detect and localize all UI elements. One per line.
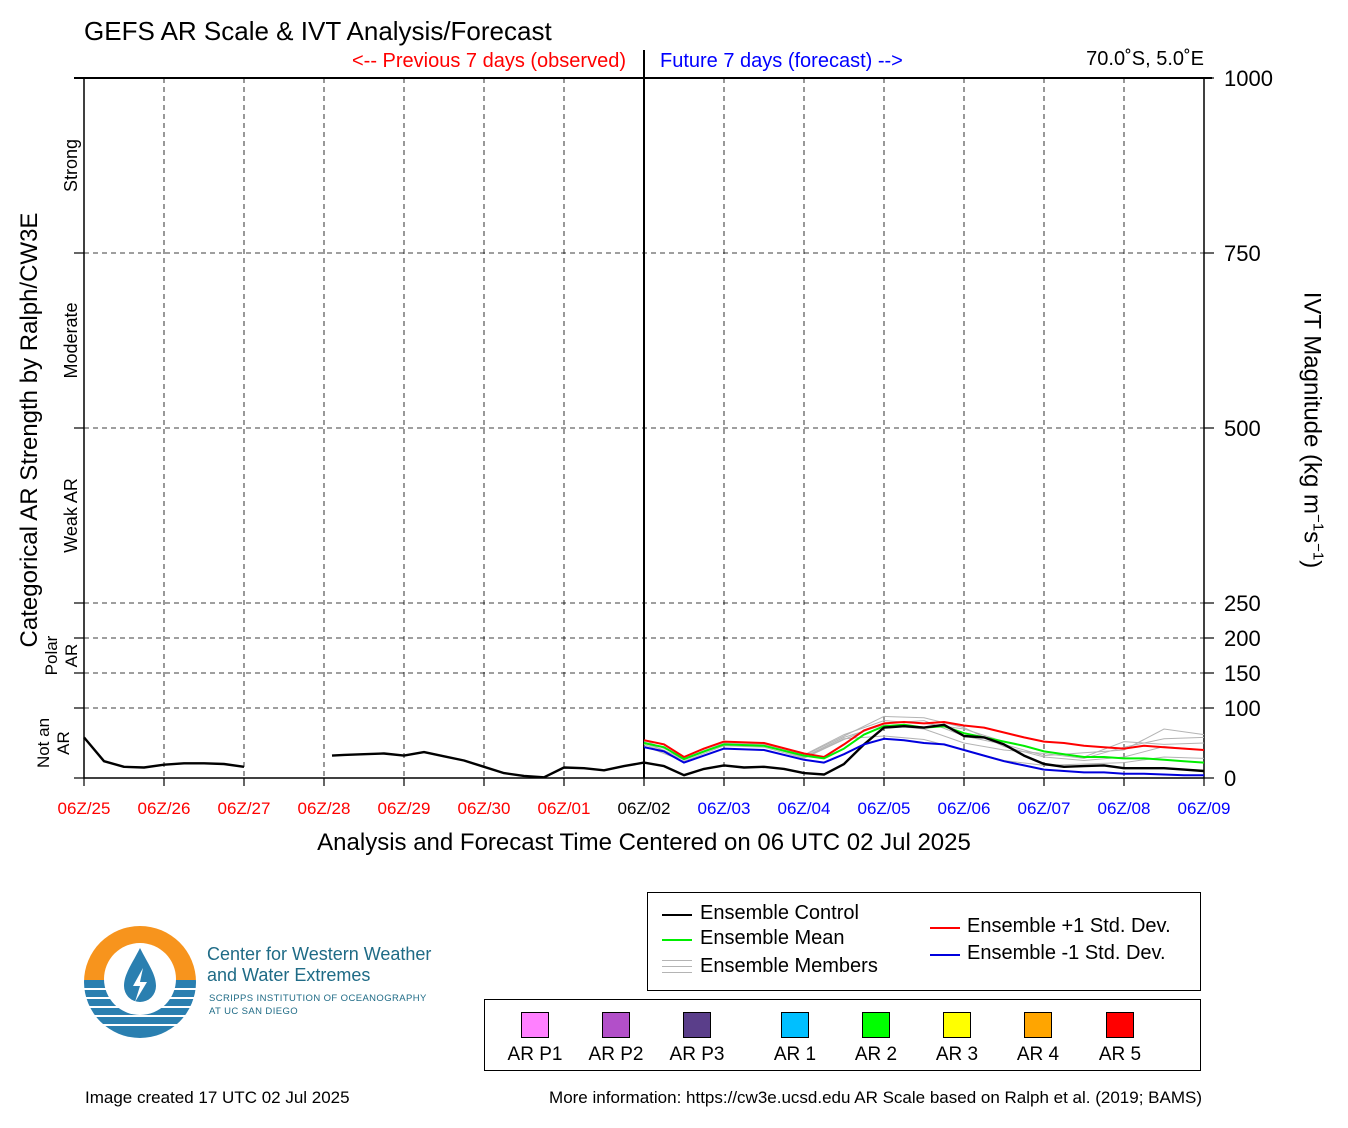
legend-members-swatch-1: [662, 960, 692, 961]
ar-label-ar-3: AR 3: [935, 1044, 979, 1065]
x-tick-label-06Z/01: 06Z/01: [538, 799, 591, 818]
y-tick-label-250: 250: [1224, 591, 1261, 616]
legend-control-swatch: [662, 914, 692, 916]
series-ensemble-1-std-dev-: [643, 737, 1204, 777]
category-label-strong: Strong: [61, 139, 81, 192]
ar-label-ar-2: AR 2: [854, 1044, 898, 1065]
ar-label-ar-5: AR 5: [1098, 1044, 1142, 1065]
y-tick-label-750: 750: [1224, 241, 1261, 266]
x-tick-label-06Z/28: 06Z/28: [298, 799, 351, 818]
legend-plus-std-swatch: [930, 927, 960, 929]
more-info-text: More information: https://cw3e.ucsd.edu …: [549, 1088, 1202, 1107]
x-tick-label-06Z/09: 06Z/09: [1178, 799, 1231, 818]
left-axis-label: Categorical AR Strength by Ralph/CW3E: [16, 212, 43, 648]
x-tick-label-06Z/04: 06Z/04: [778, 799, 831, 818]
legend-control-label: Ensemble Control: [700, 902, 859, 924]
legend-plus-std-label: Ensemble +1 Std. Dev.: [967, 915, 1171, 937]
ar-swatch-ar-3: [943, 1012, 971, 1038]
future-days-label: Future 7 days (forecast) -->: [660, 50, 903, 72]
legend-minus-std-swatch: [930, 954, 960, 956]
x-tick-label-06Z/06: 06Z/06: [938, 799, 991, 818]
ar-label-ar-p2: AR P2: [588, 1044, 644, 1065]
x-tick-label-06Z/27: 06Z/27: [218, 799, 271, 818]
series-ensemble-control: [83, 723, 1205, 779]
logo-sub-line-1: SCRIPPS INSTITUTION OF OCEANOGRAPHY: [209, 993, 427, 1004]
x-tick-label-06Z/07: 06Z/07: [1018, 799, 1071, 818]
legend-members-swatch-2: [662, 966, 692, 967]
x-tick-label-06Z/29: 06Z/29: [378, 799, 431, 818]
y-tick-label-1000: 1000: [1224, 66, 1273, 91]
logo-name-line-2: and Water Extremes: [207, 965, 371, 985]
legend-mean-label: Ensemble Mean: [700, 927, 845, 949]
legend-minus-std-label: Ensemble -1 Std. Dev.: [967, 942, 1166, 964]
ar-label-ar-1: AR 1: [773, 1044, 817, 1065]
x-tick-label-06Z/05: 06Z/05: [858, 799, 911, 818]
legend-members-swatch-3: [662, 972, 692, 973]
ar-swatch-ar-p3: [683, 1012, 711, 1038]
category-label-polar-ar: PolarAR: [42, 635, 81, 675]
y-tick-label-200: 200: [1224, 626, 1261, 651]
category-label-not-an-ar: Not anAR: [34, 718, 73, 768]
x-tick-label-06Z/02: 06Z/02: [618, 799, 671, 818]
logo-sub-line-2: AT UC SAN DIEGO: [209, 1006, 299, 1017]
previous-days-label: <-- Previous 7 days (observed): [351, 50, 626, 72]
ar-swatch-ar-4: [1024, 1012, 1052, 1038]
line-legend: Ensemble Control Ensemble Mean Ensemble …: [647, 892, 1201, 991]
location-label: 70.0˚S, 5.0˚E: [1086, 48, 1204, 70]
series-ensemble-members-1: [643, 720, 1205, 758]
legend-members-label: Ensemble Members: [700, 955, 878, 977]
ar-swatch-ar-5: [1106, 1012, 1134, 1038]
legend-mean-swatch: [662, 939, 692, 941]
right-axis-label: IVT Magnitude (kg m−1s−1): [1298, 291, 1327, 569]
y-tick-label-100: 100: [1224, 696, 1261, 721]
ar-label-ar-4: AR 4: [1016, 1044, 1060, 1065]
ar-swatch-ar-p2: [602, 1012, 630, 1038]
series-ensemble-1-std-dev-: [643, 721, 1205, 758]
ar-swatch-ar-p1: [521, 1012, 549, 1038]
y-tick-label-0: 0: [1224, 766, 1236, 791]
series-ensemble-members-3: [643, 720, 1205, 762]
x-axis-label: Analysis and Forecast Time Centered on 0…: [317, 829, 971, 856]
x-tick-label-06Z/26: 06Z/26: [138, 799, 191, 818]
x-tick-label-06Z/30: 06Z/30: [458, 799, 511, 818]
x-tick-label-06Z/25: 06Z/25: [58, 799, 111, 818]
x-tick-label-06Z/03: 06Z/03: [698, 799, 751, 818]
ar-category-scale: AR P1 AR P2 AR P3 AR 1 AR 2 AR 3 AR 4 AR 5: [484, 999, 1201, 1071]
ar-swatch-ar-2: [862, 1012, 890, 1038]
x-tick-label-06Z/08: 06Z/08: [1098, 799, 1151, 818]
ar-label-ar-p1: AR P1: [507, 1044, 563, 1065]
logo-name-line-1: Center for Western Weather: [207, 944, 432, 964]
category-label-moderate: Moderate: [61, 302, 81, 378]
series-ensemble-mean: [643, 723, 1205, 764]
y-tick-label-150: 150: [1224, 661, 1261, 686]
image-created-text: Image created 17 UTC 02 Jul 2025: [85, 1088, 350, 1107]
chart-title: GEFS AR Scale & IVT Analysis/Forecast: [84, 16, 552, 46]
y-tick-label-500: 500: [1224, 416, 1261, 441]
ar-label-ar-p3: AR P3: [669, 1044, 725, 1065]
category-label-weak-ar: Weak AR: [61, 478, 81, 553]
ar-swatch-ar-1: [781, 1012, 809, 1038]
lightning-icon: [133, 968, 147, 1002]
cw3e-logo: [84, 926, 196, 1038]
